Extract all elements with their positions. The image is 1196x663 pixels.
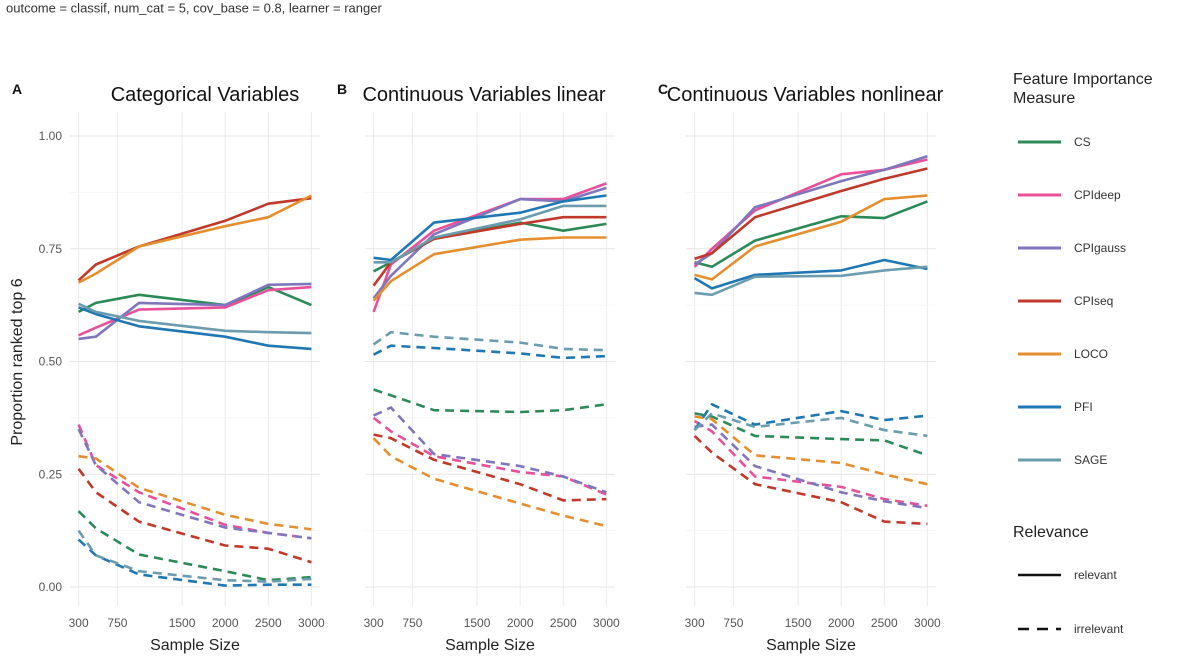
series-line-pfi-relevant	[693, 258, 928, 290]
x-tick-label: 750	[402, 616, 422, 630]
legend-label-cs: CS	[1074, 135, 1091, 149]
legend-title-measure: Feature Importance Measure	[1013, 71, 1153, 107]
series-line-loco-relevant	[78, 194, 312, 284]
legend-item-sage: SAGE	[1018, 453, 1107, 467]
legend-item-relevant: relevant	[1018, 568, 1117, 582]
x-tick-label: 2000	[507, 616, 534, 630]
x-tick-label: 300	[685, 616, 705, 630]
x-tick-label: 300	[69, 616, 89, 630]
x-tick-label: 2500	[550, 616, 577, 630]
series-line-cpigauss-irrelevant	[77, 428, 312, 540]
series-line-loco-relevant	[372, 236, 607, 302]
y-tick-label: 0.50	[39, 355, 63, 369]
legend-label-loco: LOCO	[1074, 347, 1108, 361]
series-line-sage-relevant	[78, 302, 312, 335]
panels: A Categorical Variables 0.00 0.25 0.50 0.75 1.…	[12, 81, 944, 654]
y-tick-label: 0.25	[39, 467, 63, 481]
panel-title: Categorical Variables	[111, 84, 300, 106]
legend-label-cpideep: CPIdeep	[1074, 188, 1121, 202]
series-line-loco-irrelevant	[372, 437, 607, 528]
legend-label-sage: SAGE	[1074, 453, 1107, 467]
series-line-cpiseq-relevant	[694, 167, 928, 260]
legend-item-irrelevant: irrelevant	[1018, 622, 1124, 636]
legend-label-cpiseq: CPIseq	[1074, 294, 1113, 308]
y-axis-label: Proportion ranked top 6	[9, 278, 26, 445]
series-line-cpiseq-irrelevant	[693, 434, 928, 526]
series-line-cpiseq-relevant	[77, 196, 312, 282]
series-line-cs-relevant	[694, 200, 928, 269]
legend-item-cpigauss: CPIgauss	[1018, 241, 1126, 255]
panel-tag: C	[658, 81, 668, 97]
panel-title: Continuous Variables linear	[362, 84, 605, 106]
x-tick-label: 1500	[169, 616, 196, 630]
series-line-cpiseq-irrelevant	[77, 468, 312, 564]
panel-b: B Continuous Variables linear 300 750 1500 20…	[337, 81, 620, 654]
x-tick-label: 1500	[464, 616, 491, 630]
series-line-cs-irrelevant	[373, 388, 607, 414]
x-axis-label: Sample Size	[445, 637, 535, 654]
series-line-sage-irrelevant	[77, 529, 312, 583]
x-axis-label: Sample Size	[766, 637, 856, 654]
series-line-cpigauss-irrelevant	[694, 423, 928, 510]
series-line-cs-irrelevant	[77, 510, 312, 582]
series-line-loco-irrelevant	[78, 454, 312, 531]
legend: Feature Importance Measure CS CPIdeep CPIgau…	[1013, 71, 1153, 636]
legend-item-cpideep: CPIdeep	[1018, 188, 1121, 202]
panel-tag: A	[12, 81, 22, 97]
series-line-pfi-relevant	[373, 194, 607, 262]
x-tick-label: 2500	[871, 616, 898, 630]
x-tick-label: 3000	[593, 616, 620, 630]
legend-item-cs: CS	[1018, 135, 1091, 149]
legend-title-relevance: Relevance	[1013, 524, 1089, 541]
x-axis-label: Sample Size	[150, 637, 240, 654]
x-tick-label: 3000	[298, 616, 325, 630]
series-line-pfi-irrelevant	[693, 402, 928, 431]
y-tick-label: 0.00	[39, 580, 63, 594]
x-tick-label: 2000	[212, 616, 239, 630]
x-tick-label: 3000	[914, 616, 941, 630]
x-tick-label: 750	[107, 616, 127, 630]
legend-label-irrelevant: irrelevant	[1074, 622, 1124, 636]
series-line-cpiseq-relevant	[372, 215, 607, 287]
x-tick-label: 2500	[255, 616, 282, 630]
series-line-cpideep-relevant	[78, 285, 312, 337]
legend-item-cpiseq: CPIseq	[1018, 294, 1113, 308]
y-tick-label: 0.75	[39, 242, 63, 256]
series-line-cpideep-irrelevant	[372, 416, 607, 496]
legend-label-pfi: PFI	[1074, 400, 1093, 414]
series-line-sage-irrelevant	[372, 330, 607, 352]
y-tick-label: 1.00	[39, 129, 63, 143]
x-tick-label: 750	[723, 616, 743, 630]
x-tick-label: 2000	[828, 616, 855, 630]
series-line-sage-relevant	[694, 265, 928, 297]
legend-label-relevant: relevant	[1074, 568, 1117, 582]
panel-a: A Categorical Variables 0.00 0.25 0.50 0.75 1.…	[12, 81, 325, 654]
legend-item-pfi: PFI	[1018, 400, 1093, 414]
series-line-pfi-irrelevant	[77, 538, 312, 587]
series-line-cpigauss-irrelevant	[373, 406, 607, 494]
panel-title: Continuous Variables nonlinear	[667, 84, 944, 106]
x-tick-label: 1500	[785, 616, 812, 630]
panel-tag: B	[337, 81, 347, 97]
series-line-cs-irrelevant	[694, 412, 928, 457]
legend-label-cpigauss: CPIgauss	[1074, 241, 1126, 255]
legend-item-loco: LOCO	[1018, 347, 1108, 361]
series-line-pfi-irrelevant	[373, 344, 607, 360]
series-line-cpideep-relevant	[372, 182, 607, 313]
figure-subtitle: outcome = classif, num_cat = 5, cov_base…	[6, 1, 382, 16]
series-line-loco-relevant	[694, 194, 928, 281]
series-line-sage-relevant	[373, 204, 607, 264]
series-line-cpiseq-irrelevant	[373, 433, 607, 502]
series-line-pfi-relevant	[78, 306, 312, 351]
series-line-sage-irrelevant	[693, 412, 928, 438]
series-line-cpigauss-relevant	[78, 282, 312, 341]
series-line-loco-irrelevant	[694, 415, 928, 486]
x-tick-label: 300	[364, 616, 384, 630]
series-line-cpideep-irrelevant	[693, 419, 928, 508]
